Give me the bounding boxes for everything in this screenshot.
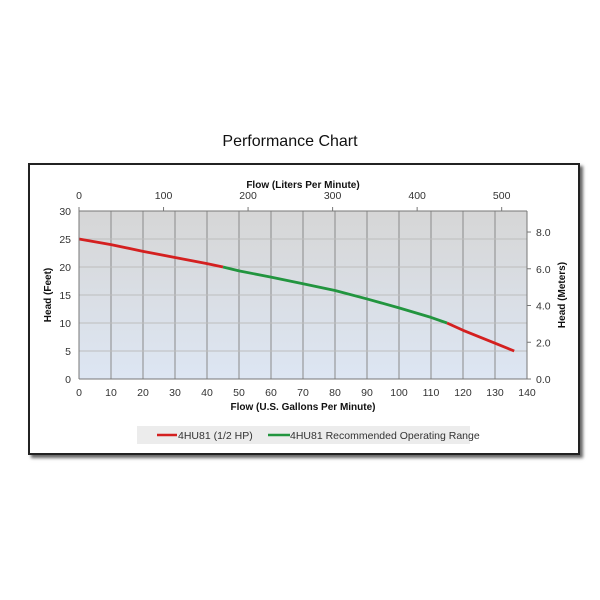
legend-label-range: 4HU81 Recommended Operating Range xyxy=(290,430,480,442)
x-tick-label: 50 xyxy=(233,387,245,399)
x2-tick-label: 300 xyxy=(324,190,342,202)
pump-curve-line xyxy=(446,321,515,353)
x2-tick-label: 100 xyxy=(155,190,173,202)
y2-tick-label: 6.0 xyxy=(536,264,551,276)
x-tick-label: 60 xyxy=(265,387,277,399)
y2-tick-label: 0.0 xyxy=(536,374,551,386)
y2-tick-label: 4.0 xyxy=(536,301,551,313)
y2-axis-label: Head (Meters) xyxy=(557,262,568,328)
x-tick-label: 40 xyxy=(201,387,213,399)
chart-title: Performance Chart xyxy=(222,133,358,150)
y-tick-label: 25 xyxy=(59,234,71,246)
y2-tick-label: 2.0 xyxy=(536,337,551,349)
x-tick-label: 100 xyxy=(390,387,408,399)
legend-box xyxy=(137,426,470,444)
y-tick-label: 0 xyxy=(65,374,71,386)
legend-label-pump: 4HU81 (1/2 HP) xyxy=(178,430,253,442)
y-tick-label: 10 xyxy=(59,318,71,330)
x2-axis-label: Flow (Liters Per Minute) xyxy=(246,180,359,191)
pump-curve-line xyxy=(78,237,224,269)
x2-tick-label: 500 xyxy=(493,190,511,202)
x-axis-label: Flow (U.S. Gallons Per Minute) xyxy=(230,402,375,413)
y-tick-label: 30 xyxy=(59,206,71,218)
x2-tick-label: 200 xyxy=(239,190,257,202)
y-tick-label: 15 xyxy=(59,290,71,302)
x-tick-label: 110 xyxy=(423,387,440,399)
x-tick-label: 130 xyxy=(486,387,504,399)
x-tick-label: 10 xyxy=(105,387,117,399)
legend: 4HU81 (1/2 HP) 4HU81 Recommended Operati… xyxy=(137,426,480,444)
x-tick-label: 80 xyxy=(329,387,341,399)
x2-tick-label: 0 xyxy=(76,190,82,202)
x-tick-label: 0 xyxy=(76,387,82,399)
x-tick-label: 140 xyxy=(518,387,536,399)
x-tick-label: 30 xyxy=(169,387,181,399)
x-tick-label: 120 xyxy=(454,387,472,399)
y-tick-label: 20 xyxy=(59,262,71,274)
x-tick-label: 70 xyxy=(297,387,309,399)
x-tick-label: 90 xyxy=(361,387,373,399)
operating-range-line xyxy=(222,265,448,325)
y-tick-label: 5 xyxy=(65,346,71,358)
y-axis-label: Head (Feet) xyxy=(43,268,54,322)
x2-tick-label: 400 xyxy=(408,190,426,202)
x-tick-label: 20 xyxy=(137,387,149,399)
y2-tick-label: 8.0 xyxy=(536,227,551,239)
